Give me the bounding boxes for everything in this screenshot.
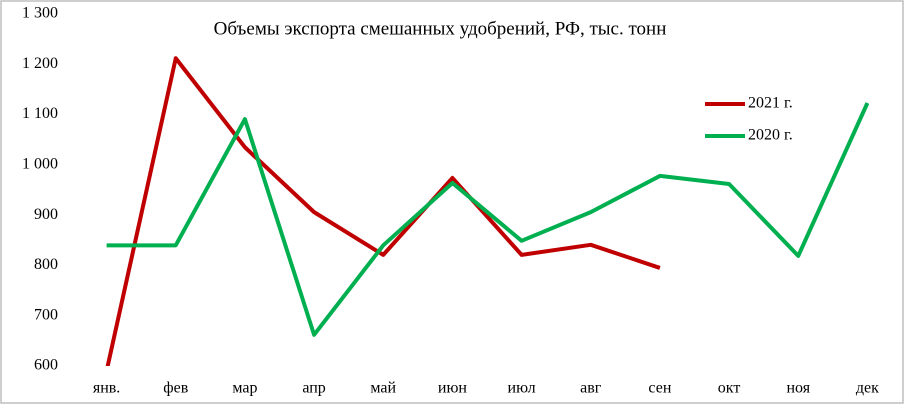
x-tick-label: окт: [718, 380, 741, 397]
x-tick-label: фев: [163, 380, 188, 397]
y-tick-label: 800: [34, 256, 58, 273]
x-tick-label: ноя: [786, 380, 810, 397]
y-tick-label: 700: [34, 306, 58, 323]
x-tick-label: май: [370, 380, 396, 397]
x-tick-label: июн: [438, 380, 468, 397]
x-tick-label: дек: [856, 380, 879, 397]
y-tick-label: 1 000: [22, 156, 58, 173]
y-tick-label: 1 300: [22, 5, 58, 22]
x-tick-label: июл: [508, 380, 536, 397]
y-tick-label: 1 200: [22, 55, 58, 72]
x-tick-label: янв.: [93, 380, 120, 397]
y-tick-label: 600: [34, 357, 58, 374]
chart-title: Объемы экспорта смешанных удобрений, РФ,…: [214, 18, 667, 39]
x-tick-label: сен: [648, 380, 671, 397]
y-tick-label: 900: [34, 206, 58, 223]
plot-area: [105, 56, 870, 366]
x-tick-label: мар: [232, 380, 257, 397]
x-tick-label: авг: [580, 380, 602, 397]
legend-label: 2020 г.: [748, 127, 793, 144]
legend-label: 2021 г.: [748, 95, 793, 112]
y-tick-label: 1 100: [22, 105, 58, 122]
series-line: [106, 102, 870, 337]
x-tick-label: апр: [302, 380, 325, 397]
series-line: [105, 56, 661, 366]
